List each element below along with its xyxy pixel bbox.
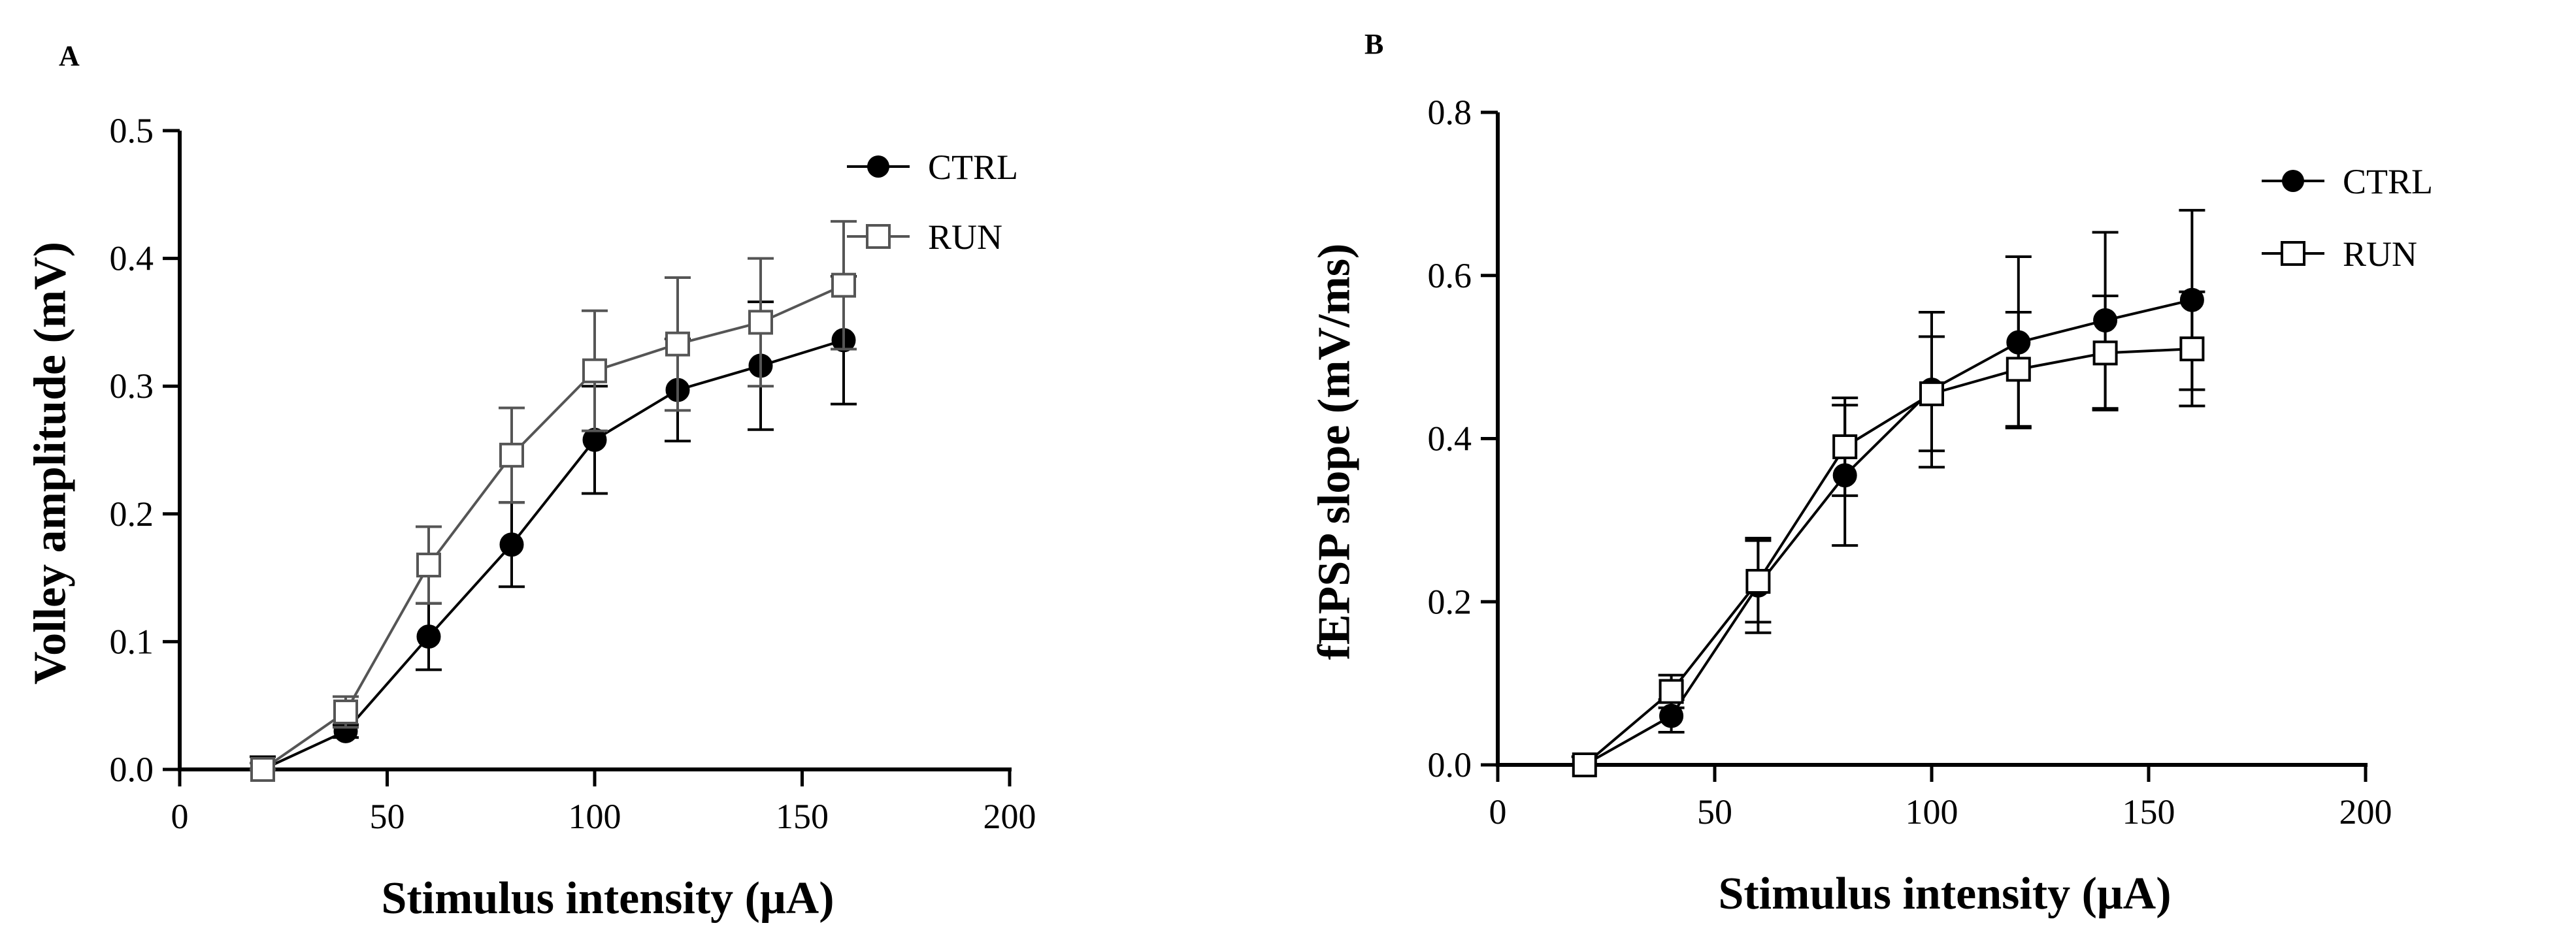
- panel-b-legend: CTRL RUN: [2262, 162, 2433, 274]
- panel-b-point-run: [1919, 381, 1944, 406]
- panel-b-y-tick-label: 0.0: [1428, 745, 1472, 784]
- panel-a-legend-label-ctrl: CTRL: [928, 148, 1018, 187]
- panel-a-point-run: [831, 272, 856, 298]
- panel-a-point-run: [333, 699, 358, 724]
- panel-a-y-tick-label: 0.3: [110, 366, 154, 406]
- panel-a-point-ctrl: [499, 532, 524, 557]
- panel-b-y-tick-label: 0.2: [1428, 582, 1472, 621]
- panel-a-y-axis-title: Volley amplitude (mV): [25, 242, 76, 685]
- panel-b-x-tick-label: 100: [1906, 792, 1958, 831]
- panel-b-x-axis-title: Stimulus intensity (μA): [1718, 869, 2171, 919]
- panel-a-legend: CTRL RUN: [847, 148, 1018, 257]
- panel-a: A 0 50 100 150 200 0.0 0.1 0.2 0.3 0.4 0.5 Stimulus …: [25, 40, 1036, 924]
- panel-a-legend-marker-run: [866, 224, 891, 249]
- panel-a-point-run: [748, 310, 773, 335]
- panel-b-point-run: [2179, 336, 2205, 362]
- panel-b-point-run: [2092, 340, 2118, 366]
- panel-b-legend-marker-ctrl: [2282, 170, 2304, 192]
- panel-b: B 0 50 100 150 200 0.0 0.2 0.4 0.6 0.8 Stimulus int…: [1310, 28, 2434, 919]
- panel-a-y-tick-label: 0.4: [110, 239, 154, 278]
- panel-b-y-tick-label: 0.4: [1428, 419, 1472, 459]
- panel-a-x-tick-label: 150: [776, 797, 829, 836]
- panel-b-x-tick-label: 0: [1489, 792, 1507, 831]
- panel-a-x-tick-label: 0: [171, 797, 189, 836]
- panel-b-y-tick-label: 0.8: [1428, 93, 1472, 132]
- panel-a-legend-label-run: RUN: [928, 218, 1002, 257]
- panel-b-y-axis-title: fEPSP slope (mV/ms): [1310, 244, 1360, 660]
- panel-a-legend-marker-ctrl: [867, 155, 889, 178]
- panel-a-point-run: [416, 553, 441, 578]
- panel-b-label: B: [1364, 28, 1383, 60]
- panel-b-x-tick-label: 200: [2339, 792, 2392, 831]
- panel-b-x-tick-label: 50: [1697, 792, 1732, 831]
- panel-a-x-tick-label: 100: [569, 797, 621, 836]
- panel-b-legend-label-ctrl: CTRL: [2343, 162, 2433, 201]
- panel-a-series-run: [250, 219, 857, 782]
- panel-a-line-run: [261, 283, 844, 771]
- panel-a-line-ctrl: [262, 338, 844, 771]
- panel-b-line-ctrl: [1583, 299, 2192, 766]
- panel-a-y-tick-label: 0.2: [110, 494, 154, 534]
- panel-a-point-run: [250, 757, 275, 782]
- panel-a-y-tick-label: 0.1: [110, 622, 154, 661]
- panel-b-point-run: [1832, 434, 1858, 459]
- panel-b-line-run: [1583, 347, 2192, 766]
- panel-a-point-run: [499, 442, 524, 468]
- panel-b-legend-label-run: RUN: [2343, 234, 2417, 274]
- panel-a-x-tick-label: 50: [370, 797, 405, 836]
- panel-b-x-tick-label: 150: [2122, 792, 2175, 831]
- panel-a-y-tick-label: 0.5: [110, 111, 154, 150]
- panel-a-x-tick-label: 200: [983, 797, 1036, 836]
- panel-b-point-run: [1745, 569, 1771, 594]
- panel-b-point-run: [1659, 679, 1684, 704]
- panel-a-point-ctrl: [416, 624, 441, 649]
- panel-a-point-run: [582, 358, 607, 383]
- panel-b-point-run: [1572, 752, 1597, 777]
- panel-a-x-axis-title: Stimulus intensity (μA): [381, 873, 834, 924]
- panel-b-legend-marker-run: [2281, 241, 2305, 266]
- panel-a-label: A: [59, 40, 80, 72]
- panel-b-y-tick-label: 0.6: [1428, 256, 1472, 295]
- panel-b-series-run: [1571, 290, 2205, 777]
- panel-a-point-run: [665, 331, 690, 357]
- panel-a-y-tick-label: 0.0: [110, 750, 154, 789]
- panel-b-point-run: [2006, 357, 2031, 382]
